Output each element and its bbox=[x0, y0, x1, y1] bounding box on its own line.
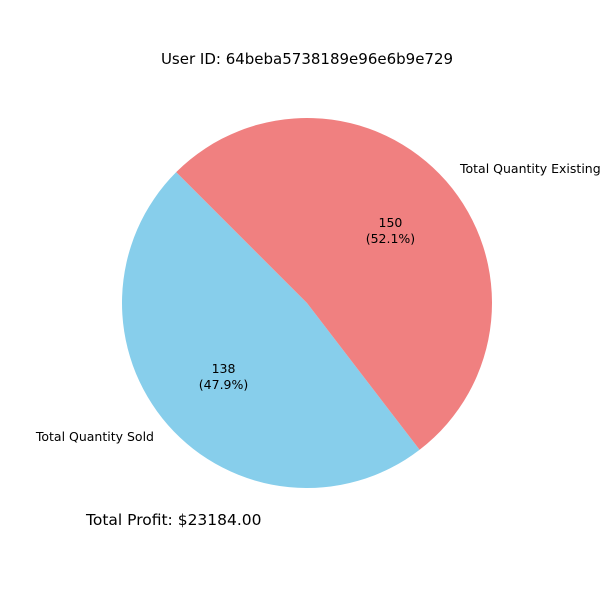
slice-value-2: 150 bbox=[379, 215, 403, 230]
chart-title: User ID: 64beba5738189e96e6b9e729 bbox=[161, 50, 453, 68]
slice-value-1: 138 bbox=[212, 361, 236, 376]
slice-label-1: Total Quantity Sold bbox=[35, 429, 154, 444]
pie-slices bbox=[122, 118, 492, 489]
total-profit-text: Total Profit: $23184.00 bbox=[85, 511, 262, 529]
pie-slice-2 bbox=[176, 118, 492, 450]
slice-percent-2: (52.1%) bbox=[366, 231, 415, 246]
slice-percent-1: (47.9%) bbox=[199, 377, 248, 392]
pie-slice-1 bbox=[122, 172, 420, 489]
pie-labels: Total Quantity Sold 138(47.9%) Total Quant… bbox=[35, 161, 600, 444]
slice-label-2: Total Quantity Existing bbox=[459, 161, 600, 176]
